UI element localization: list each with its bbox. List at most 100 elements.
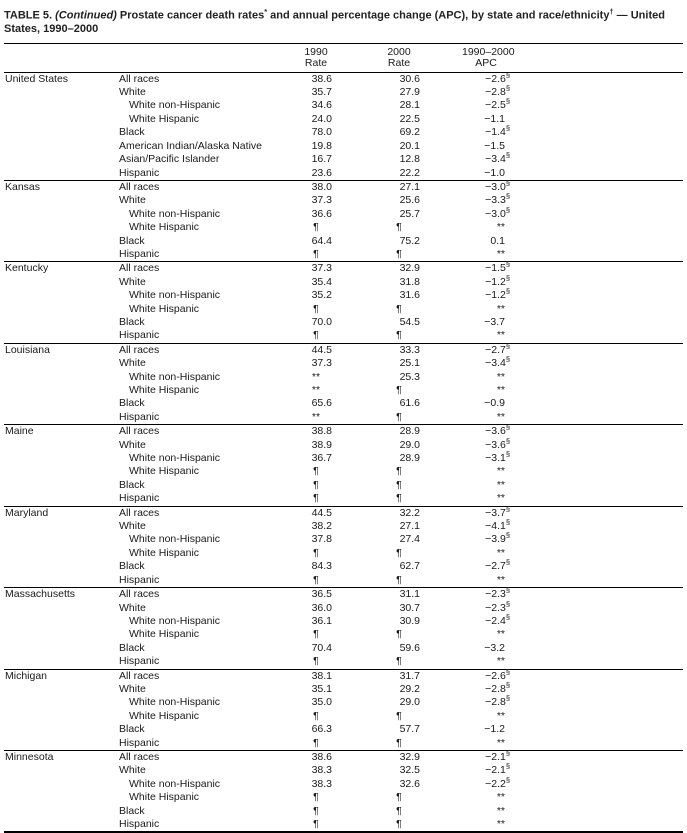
state-cell bbox=[4, 791, 114, 804]
race-ethnicity-cell: White Hispanic bbox=[129, 709, 200, 722]
table-row: Black ¶ ¶ ** bbox=[4, 805, 683, 818]
state-cell: United States bbox=[5, 72, 69, 85]
state-cell bbox=[4, 737, 114, 751]
data-table: 1990 Rate 2000 Rate 1990–2000 APC United… bbox=[4, 42, 683, 833]
section-sign-footnote-marker: § bbox=[505, 83, 510, 93]
rate-1990-cell-suppressed: ¶ bbox=[313, 709, 319, 722]
state-cell bbox=[4, 547, 114, 560]
state-cell bbox=[4, 371, 114, 384]
section-sign-footnote-marker: § bbox=[505, 693, 510, 703]
section-sign-footnote-marker: § bbox=[505, 748, 510, 758]
apc-cell: −3.0§ bbox=[436, 179, 524, 195]
race-ethnicity-cell: Hispanic bbox=[119, 492, 160, 505]
rate-2000-cell-suppressed: ¶ bbox=[396, 655, 402, 668]
rate-1990-cell-suppressed: ¶ bbox=[313, 492, 319, 505]
filler-cell bbox=[524, 303, 683, 316]
rate-2000-cell: 61.6 bbox=[399, 397, 420, 410]
race-ethnicity-cell: Black bbox=[119, 478, 145, 491]
filler-cell bbox=[524, 411, 683, 425]
sup-spacer bbox=[505, 175, 510, 176]
race-ethnicity-cell: Black bbox=[119, 804, 145, 817]
race-ethnicity-cell: White non-Hispanic bbox=[129, 452, 221, 465]
race-ethnicity-cell: White Hispanic bbox=[129, 112, 200, 125]
state-cell: Minnesota bbox=[4, 749, 114, 765]
rate-1990-cell: 84.3 bbox=[311, 560, 332, 573]
table-row: Michigan All races 38.1 31.7 −2.6§ bbox=[4, 667, 683, 683]
state-cell bbox=[4, 602, 114, 615]
rate-2000-cell-suppressed: ¶ bbox=[396, 804, 402, 817]
state-cell bbox=[4, 329, 114, 343]
table-row: Black 64.4 75.2 0.1 bbox=[4, 235, 683, 248]
apc-cell: ** bbox=[436, 492, 524, 506]
rate-1990-cell: 38.6 bbox=[311, 72, 332, 85]
rate-2000-cell: 22.2 bbox=[399, 166, 420, 179]
section-sign-footnote-marker: § bbox=[505, 504, 510, 514]
race-ethnicity-cell: White Hispanic bbox=[129, 465, 200, 478]
state-cell bbox=[4, 655, 114, 669]
rate-1990-cell-suppressed: ¶ bbox=[313, 791, 319, 804]
title-continued-note: (Continued) bbox=[55, 9, 117, 22]
table-row: Kansas All races 38.0 27.1 −3.0§ bbox=[4, 179, 683, 195]
rate-1990-cell-suppressed: ¶ bbox=[313, 804, 319, 817]
table-row: White 35.7 27.9 −2.8§ bbox=[4, 83, 683, 99]
race-ethnicity-cell: White non-Hispanic bbox=[129, 696, 221, 709]
table-row: Minnesota All races 38.6 32.9 −2.1§ bbox=[4, 748, 683, 765]
rate-1990-cell: 36.1 bbox=[311, 614, 332, 627]
section-sign-footnote-marker: § bbox=[505, 517, 510, 527]
filler-cell bbox=[524, 668, 683, 683]
table-body: United States All races 38.6 30.6 −2.6§ White… bbox=[4, 70, 683, 832]
section-sign-footnote-marker: § bbox=[505, 599, 510, 608]
apc-cell: −1.5§ bbox=[436, 261, 524, 276]
apc-cell: −2.7§ bbox=[436, 342, 524, 358]
table-row: United States All races 38.6 30.6 −2.6§ bbox=[4, 70, 683, 86]
filler-cell bbox=[524, 208, 683, 221]
rate-2000-cell: 59.6 bbox=[399, 641, 420, 654]
table-row: White 38.9 29.0 −3.6§ bbox=[4, 437, 683, 452]
filler-cell bbox=[524, 547, 683, 560]
table-row: Black 70.0 54.5 −3.7 bbox=[4, 316, 683, 329]
state-cell bbox=[4, 696, 114, 709]
state-cell bbox=[4, 248, 114, 262]
state-cell bbox=[4, 533, 114, 546]
apc-cell: −0.9 bbox=[436, 397, 524, 410]
asterisk-footnote-marker: * bbox=[264, 7, 268, 16]
rate-2000-cell: 29.0 bbox=[399, 438, 420, 451]
state-cell bbox=[4, 778, 114, 791]
table-title: TABLE 5. (Continued) Prostate cancer dea… bbox=[4, 5, 683, 37]
sup-spacer bbox=[505, 636, 510, 637]
state-cell bbox=[4, 167, 114, 181]
rate-2000-cell: 29.0 bbox=[399, 696, 420, 709]
rate-1990-cell: 38.1 bbox=[300, 668, 348, 683]
rate-2000-cell: 31.7 bbox=[348, 668, 436, 683]
apc-cell: −4.1§ bbox=[485, 517, 510, 533]
filler-cell bbox=[524, 737, 683, 751]
filler-cell bbox=[524, 113, 683, 126]
sup-spacer bbox=[505, 379, 510, 380]
apc-cell: −1.0 bbox=[436, 167, 524, 181]
table-row: Hispanic ¶ ¶ ** bbox=[4, 818, 683, 832]
state-cell bbox=[4, 710, 114, 723]
rate-1990-cell: 35.4 bbox=[311, 275, 332, 288]
rate-2000-cell: 25.6 bbox=[399, 194, 420, 207]
race-ethnicity-cell: Black bbox=[119, 641, 145, 654]
rate-1990-cell: 44.5 bbox=[300, 342, 348, 358]
state-cell bbox=[4, 683, 114, 696]
section-sign-footnote-marker: § bbox=[505, 667, 510, 677]
table-row: Black 65.6 61.6 −0.9 bbox=[4, 397, 683, 410]
state-cell bbox=[4, 357, 114, 370]
apc-cell: −2.1§ bbox=[485, 761, 510, 777]
rate-2000-cell-suppressed: ¶ bbox=[396, 302, 402, 315]
section-sign-footnote-marker: § bbox=[505, 612, 510, 622]
section-sign-footnote-marker: § bbox=[505, 273, 510, 283]
race-ethnicity-cell: White Hispanic bbox=[129, 221, 200, 234]
sup-spacer bbox=[505, 555, 510, 556]
sup-spacer bbox=[505, 718, 510, 719]
apc-cell: −1.2§ bbox=[485, 273, 510, 288]
apc-cell: −2.6§ bbox=[485, 70, 510, 85]
state-cell bbox=[4, 397, 114, 410]
apc-cell: ** bbox=[436, 791, 524, 804]
sup-spacer bbox=[505, 392, 510, 393]
state-cell bbox=[4, 574, 114, 588]
state-cell: Maryland bbox=[4, 505, 114, 521]
